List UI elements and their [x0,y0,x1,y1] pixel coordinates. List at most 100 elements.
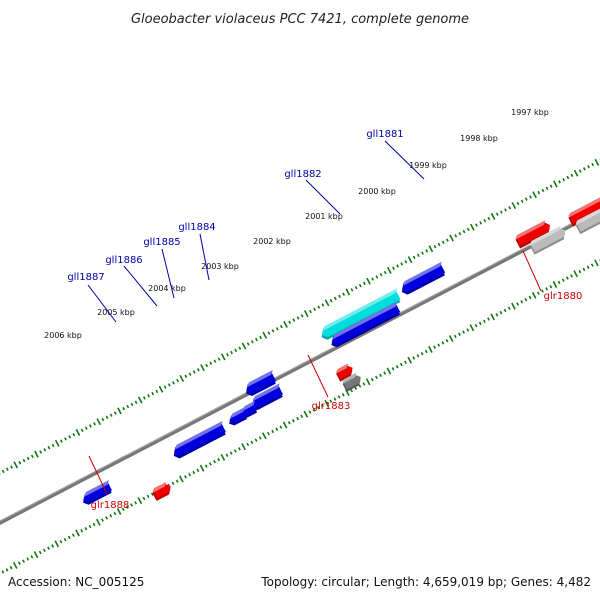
outer-ring-tick [172,381,175,385]
label-layer: Gloeobacter violaceus PCC 7421, complete… [8,12,591,589]
outer-ring-tick [425,249,429,253]
gene-gll1887 [173,420,226,459]
outer-ring-tick [54,439,60,447]
outer-ring-tick [59,439,63,443]
callout-line-gll1884 [199,233,210,281]
outer-ring-tick [192,370,196,374]
gene-glr1883-top [336,363,349,374]
inner-ring-tick [208,462,212,466]
inner-ring-tick [458,332,461,336]
outer-ring-tick [329,298,333,303]
outer-ring-tick [167,383,171,387]
outer-ring-tick [446,238,449,242]
inner-ring-tick [199,464,205,472]
gene-glr1880-pseudo-a-face [530,227,566,253]
outer-ring-tick [400,262,404,266]
outer-ring-tick [200,364,205,372]
outer-ring-tick [587,164,590,169]
page-title: Gloeobacter violaceus PCC 7421, complete… [131,12,469,27]
inner-ring-tick [536,291,540,295]
outer-ring-tick [458,231,462,236]
inner-ring-tick [184,475,187,479]
inner-ring-tick [137,497,143,505]
outer-ring-tick [238,346,242,350]
outer-ring-tick [495,212,499,216]
inner-ring-tick [5,568,9,572]
outer-ring-tick [296,316,300,320]
outer-ring-tick [205,363,209,368]
outer-ring-tick [499,210,503,214]
outer-ring-tick [176,378,180,383]
gene-glr1883 [336,363,353,382]
accession-text: Accession: NC_005125 [8,575,144,589]
inner-ring-tick [192,470,196,475]
gene-label-gll1886: gll1886 [105,255,142,266]
outer-ring-tick [217,357,221,361]
outer-ring-tick [109,413,113,417]
inner-ring-tick [545,287,549,291]
outer-ring-tick [437,242,441,247]
callout-line-glr1880 [522,250,542,292]
outer-ring-tick [122,407,126,411]
kbp-tick-label: 2005 kbp [97,308,135,317]
inner-ring-tick [565,276,569,280]
inner-ring-tick [312,408,316,412]
outer-ring-tick [259,335,263,340]
outer-ring-tick [416,253,420,257]
gene-gll1884-b-face [252,385,284,408]
inner-ring-tick [92,522,96,527]
outer-ring-tick [0,471,1,476]
gene-glr1888-top [152,481,167,493]
outer-ring-tick [549,184,553,188]
outer-ring-tick [246,342,250,346]
inner-ring-tick [213,460,216,464]
gene-gll1886 [229,407,248,426]
outer-ring-tick [466,227,470,232]
gene-label-gll1882: gll1882 [284,169,321,180]
inner-ring-tick [267,431,270,436]
outer-ring-tick [350,288,354,292]
outer-ring-tick [504,208,507,212]
inner-ring-tick [594,259,599,267]
inner-ring-tick [524,297,528,302]
kbp-tick-label: 2006 kbp [44,331,82,340]
inner-ring-tick [549,284,553,289]
inner-ring-tick [258,436,262,440]
outer-ring-tick [279,324,283,329]
callout-line-glr1883 [307,354,329,398]
inner-ring-tick [38,550,42,555]
inner-ring-tick [395,364,399,369]
outer-ring-tick [142,396,146,400]
outer-ring-tick [407,256,413,264]
inner-ring-tick [72,533,75,537]
outer-ring-tick [454,234,458,238]
outer-ring-tick [529,195,532,199]
outer-ring-tick [392,266,395,270]
outer-ring-tick [404,260,408,264]
inner-ring-tick [59,539,63,544]
inner-ring-tick [557,280,561,285]
inner-ring-tick [30,555,34,559]
outer-ring-tick [462,229,466,234]
inner-ring-tick [365,378,371,386]
gene-label-glr1880: glr1880 [544,291,583,302]
outer-ring-tick [490,212,496,220]
outer-ring-tick [75,429,81,436]
inner-ring-tick [225,453,229,457]
inner-ring-tick [495,313,499,317]
kbp-tick-label: 1998 kbp [460,134,498,143]
outer-ring-tick [163,385,167,389]
outer-ring-tick [449,234,454,242]
outer-ring-tick [22,458,26,463]
outer-ring-tick [117,407,122,415]
outer-ring-tick [300,314,304,318]
outer-ring-tick [383,270,387,275]
gene-gll1881-face [402,263,446,293]
inner-ring-tick [47,546,50,550]
outer-ring-tick [220,353,226,361]
outer-ring-tick [283,320,288,328]
inner-ring-tick [204,464,208,468]
gene-glr1880-top [515,220,546,240]
gene-gll1882-top [322,288,398,331]
inner-ring-tick [109,514,113,518]
